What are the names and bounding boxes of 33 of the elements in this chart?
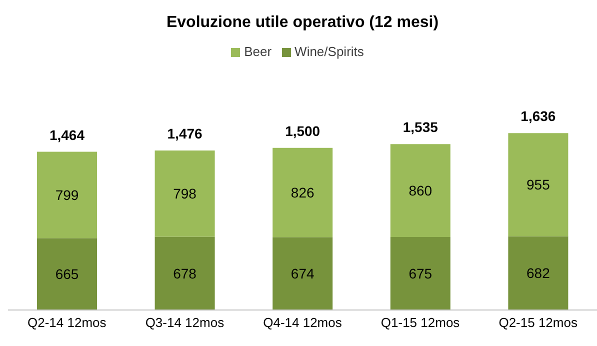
bar (37, 152, 97, 238)
x-tick-label: Q2-14 12mos (28, 315, 107, 330)
total-label: 1,636 (520, 108, 556, 124)
x-tick-label: Q4-14 12mos (263, 315, 342, 330)
x-tick-label: Q2-15 12mos (498, 315, 578, 330)
data-label: 665 (55, 266, 79, 282)
data-label: 675 (408, 265, 432, 282)
legend-label: Wine/Spirits (294, 44, 364, 59)
data-label: 955 (526, 176, 550, 193)
chart-title: Evoluzione utile operativo (12 mesi) (165, 13, 440, 33)
data-label: 860 (408, 182, 432, 199)
total-label: 1,500 (285, 122, 320, 139)
bar (37, 238, 97, 310)
bar (154, 150, 215, 237)
bar (390, 144, 450, 238)
data-label: 674 (290, 266, 314, 282)
bar (272, 237, 333, 310)
legend-label: Beer (244, 44, 272, 59)
bar (272, 148, 333, 238)
bar (390, 237, 450, 310)
data-label: 826 (290, 184, 314, 200)
bar (508, 236, 568, 310)
data-label: 678 (173, 265, 197, 282)
x-tick-label: Q1-15 12mos (380, 315, 460, 330)
bar (154, 236, 215, 310)
x-tick-label: Q3-14 12mos (145, 315, 225, 330)
data-label: 799 (55, 186, 79, 203)
bar (508, 133, 568, 236)
data-label: 798 (173, 186, 197, 202)
total-label: 1,464 (49, 126, 85, 143)
total-label: 1,476 (167, 125, 203, 142)
total-label: 1,535 (402, 119, 438, 136)
data-label: 682 (526, 265, 550, 282)
